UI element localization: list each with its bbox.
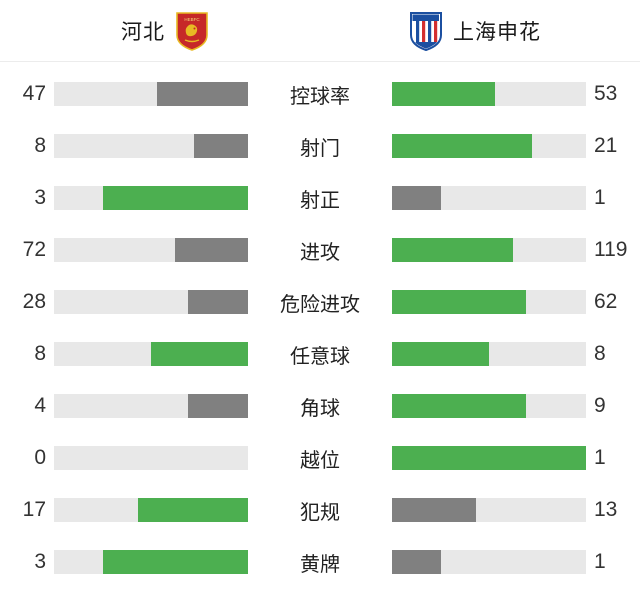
away-stat-bar-fill [392, 290, 526, 314]
away-stat-value: 1 [594, 186, 606, 209]
away-stat-value: 1 [594, 550, 606, 573]
stat-label: 任意球 [290, 345, 350, 368]
home-stat-value: 3 [34, 186, 46, 209]
stat-label: 射正 [300, 189, 340, 212]
home-stat-bar-fill [156, 82, 248, 106]
stat-label: 越位 [300, 449, 340, 472]
away-stat-bar-fill [392, 134, 533, 158]
home-stat-value: 28 [22, 290, 46, 313]
away-team-name: 上海申花 [453, 20, 541, 44]
away-stat-bar-fill [392, 446, 586, 470]
home-stat-value: 4 [34, 394, 46, 417]
stat-label: 控球率 [290, 85, 350, 108]
away-stat-bar [392, 82, 586, 106]
away-stat-bar [392, 342, 586, 366]
away-stat-value: 62 [594, 290, 618, 313]
home-stat-value: 17 [22, 498, 46, 521]
home-stat-bar [54, 134, 248, 158]
home-stat-value: 8 [34, 342, 46, 365]
home-stat-bar [54, 394, 248, 418]
home-stat-bar-fill [102, 550, 248, 574]
home-stat-bar-fill [174, 238, 248, 262]
stat-label: 射门 [300, 137, 340, 160]
stat-row: 8 射门 21 [0, 120, 640, 172]
match-teams-header: 河北 HEBFC [0, 0, 640, 62]
home-team-name: 河北 [121, 20, 165, 44]
away-stat-bar [392, 446, 586, 470]
stat-row: 47 控球率 53 [0, 68, 640, 120]
home-stat-bar-fill [194, 134, 248, 158]
away-stat-bar-fill [392, 186, 441, 210]
stat-row: 0 越位 1 [0, 432, 640, 484]
away-stat-bar-fill [392, 498, 476, 522]
stat-label: 危险进攻 [280, 293, 360, 316]
stat-row: 72 进攻 119 [0, 224, 640, 276]
home-stat-bar [54, 498, 248, 522]
away-stat-value: 8 [594, 342, 606, 365]
away-stat-bar-fill [392, 238, 513, 262]
away-stat-bar-fill [392, 342, 489, 366]
home-team[interactable]: 河北 HEBFC [40, 11, 320, 51]
away-stat-value: 21 [594, 134, 618, 157]
home-stat-bar-fill [138, 498, 248, 522]
away-stat-bar [392, 550, 586, 574]
match-stats-list: 47 控球率 53 8 射门 21 3 射正 1 72 进攻 119 28 危险进攻 62 8 任意球 8 4 角球 9… [0, 62, 640, 588]
away-stat-bar [392, 186, 586, 210]
stat-row: 17 犯规 13 [0, 484, 640, 536]
home-stat-bar-fill [102, 186, 248, 210]
away-stat-value: 13 [594, 498, 618, 521]
away-stat-bar [392, 290, 586, 314]
away-stat-value: 1 [594, 446, 606, 469]
home-stat-value: 8 [34, 134, 46, 157]
stat-row: 28 危险进攻 62 [0, 276, 640, 328]
stat-label: 进攻 [300, 241, 340, 264]
away-stat-value: 53 [594, 82, 618, 105]
away-stat-bar [392, 134, 586, 158]
home-stat-value: 72 [22, 238, 46, 261]
away-stat-value: 119 [594, 238, 628, 261]
home-stat-bar [54, 290, 248, 314]
home-stat-value: 0 [34, 446, 46, 469]
shanghai-shenhua-crest-icon [409, 11, 443, 51]
away-team[interactable]: 上海申花 [320, 11, 600, 51]
home-stat-value: 47 [22, 82, 46, 105]
home-stat-bar [54, 446, 248, 470]
away-stat-bar-fill [392, 394, 527, 418]
home-stat-bar [54, 342, 248, 366]
away-stat-bar-fill [392, 82, 495, 106]
away-stat-bar-fill [392, 550, 441, 574]
away-stat-bar [392, 394, 586, 418]
home-stat-value: 3 [34, 550, 46, 573]
stat-label: 黄牌 [300, 553, 340, 576]
home-stat-bar [54, 550, 248, 574]
stat-row: 3 黄牌 1 [0, 536, 640, 588]
hebei-fc-crest-icon: HEBFC [175, 11, 209, 51]
home-stat-bar [54, 82, 248, 106]
home-stat-bar [54, 186, 248, 210]
stat-label: 犯规 [300, 501, 340, 524]
stat-row: 4 角球 9 [0, 380, 640, 432]
home-stat-bar [54, 238, 248, 262]
away-stat-bar [392, 238, 586, 262]
stat-label: 角球 [300, 397, 340, 420]
stat-row: 8 任意球 8 [0, 328, 640, 380]
away-stat-bar [392, 498, 586, 522]
stat-row: 3 射正 1 [0, 172, 640, 224]
away-stat-value: 9 [594, 394, 606, 417]
home-stat-bar-fill [188, 394, 248, 418]
svg-text:HEBFC: HEBFC [184, 17, 200, 22]
home-stat-bar-fill [187, 290, 248, 314]
home-stat-bar-fill [151, 342, 248, 366]
